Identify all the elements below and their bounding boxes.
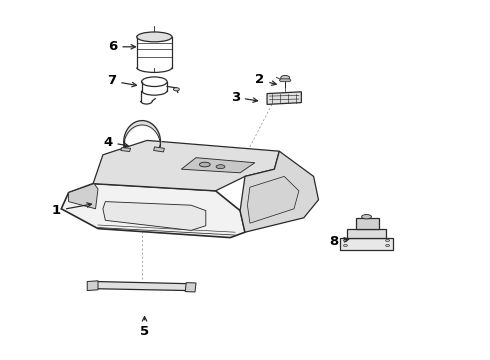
Text: 2: 2	[255, 73, 276, 86]
Polygon shape	[267, 92, 301, 104]
Ellipse shape	[386, 239, 390, 242]
Polygon shape	[69, 184, 98, 209]
Text: 7: 7	[107, 75, 137, 87]
Polygon shape	[61, 184, 245, 238]
Polygon shape	[181, 158, 255, 173]
Ellipse shape	[216, 165, 225, 168]
Ellipse shape	[386, 244, 390, 247]
Polygon shape	[356, 218, 379, 229]
Polygon shape	[340, 238, 393, 250]
Polygon shape	[153, 147, 164, 152]
Polygon shape	[103, 202, 206, 230]
Polygon shape	[279, 79, 291, 82]
Ellipse shape	[281, 76, 290, 80]
Ellipse shape	[137, 32, 172, 42]
Text: 6: 6	[108, 40, 135, 53]
Polygon shape	[240, 151, 318, 232]
Text: 8: 8	[330, 235, 349, 248]
Ellipse shape	[173, 87, 179, 91]
Ellipse shape	[343, 244, 347, 247]
Ellipse shape	[362, 215, 371, 219]
Polygon shape	[93, 140, 279, 191]
Polygon shape	[347, 229, 386, 238]
Text: 1: 1	[52, 203, 92, 217]
Ellipse shape	[199, 162, 210, 167]
Text: 5: 5	[140, 317, 149, 338]
Text: 4: 4	[103, 136, 128, 149]
Polygon shape	[121, 148, 130, 152]
Polygon shape	[185, 283, 196, 292]
Polygon shape	[87, 281, 98, 291]
Ellipse shape	[343, 239, 347, 242]
Text: 3: 3	[231, 91, 258, 104]
Polygon shape	[96, 282, 188, 291]
Polygon shape	[247, 176, 299, 223]
